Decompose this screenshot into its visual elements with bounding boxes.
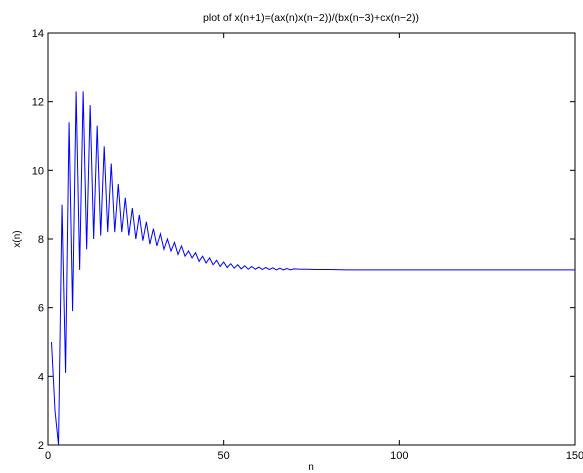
y-axis-label: x(n) (12, 230, 23, 247)
x-axis: 0 50 100 150 (45, 33, 583, 462)
y-tick-label: 6 (38, 303, 44, 315)
y-tick-label: 14 (32, 28, 44, 40)
y-tick-label: 2 (38, 440, 44, 452)
x-axis-label: n (308, 462, 314, 473)
y-tick-label: 12 (32, 97, 44, 109)
x-tick-label: 50 (218, 450, 230, 462)
x-tick-label: 0 (45, 450, 51, 462)
chart-title: plot of x(n+1)=(ax(n)x(n−2))/(bx(n−3)+cx… (203, 12, 419, 24)
y-axis: 2 4 6 8 10 12 14 (32, 28, 575, 452)
y-tick-label: 4 (38, 371, 44, 383)
series-line-xn (51, 91, 575, 446)
y-tick-label: 10 (32, 165, 44, 177)
plot-area-frame (47, 32, 576, 446)
y-tick-label: 8 (38, 234, 44, 246)
x-tick-label: 100 (390, 450, 408, 462)
x-tick-label: 150 (566, 450, 583, 462)
